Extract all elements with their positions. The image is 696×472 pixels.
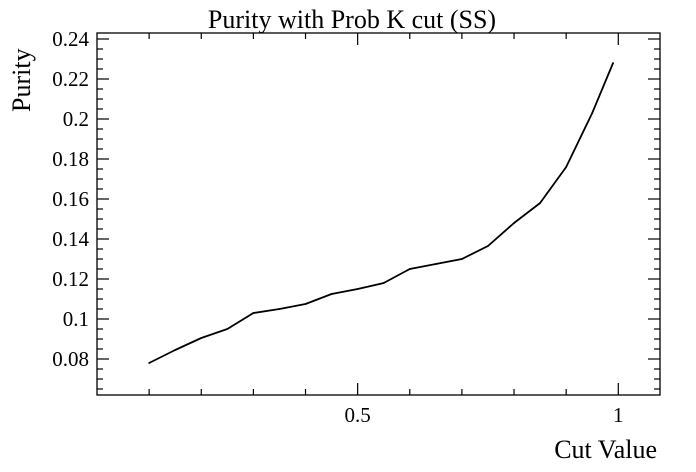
data-point [434, 263, 437, 265]
data-point [487, 245, 489, 247]
data-point [461, 258, 463, 260]
y-tick-label: 0.16 [52, 187, 89, 211]
y-tick-label: 0.1 [63, 307, 89, 331]
purity-series-line [148, 62, 614, 364]
data-point [408, 268, 411, 270]
y-tick-label: 0.24 [52, 27, 89, 51]
tick-labels: 0.08 0.1 0.12 0.14 0.16 0.18 0.2 0.22 0.24 0.5 1 [52, 27, 623, 427]
y-tick-label: 0.18 [52, 147, 89, 171]
x-tick-label: 0.5 [345, 403, 371, 427]
axis-ticks [97, 33, 660, 395]
x-axis-label: Cut Value [554, 435, 657, 464]
y-tick-label: 0.22 [52, 67, 89, 91]
data-point [565, 166, 568, 168]
data-point [226, 328, 229, 330]
data-point [304, 303, 307, 305]
y-tick-label: 0.08 [52, 347, 89, 371]
chart-title: Purity with Prob K cut (SS) [208, 5, 496, 34]
data-point [200, 337, 203, 339]
data-point [612, 62, 614, 64]
data-point [382, 282, 385, 284]
data-point [356, 288, 359, 290]
y-tick-label: 0.14 [52, 227, 89, 251]
y-axis-label: Purity [7, 48, 36, 112]
y-tick-label: 0.12 [52, 267, 89, 291]
data-point [252, 312, 255, 314]
x-tick-label: 1 [613, 403, 624, 427]
series-group [148, 62, 614, 364]
data-point [330, 293, 333, 295]
data-point [591, 112, 594, 114]
data-point [513, 222, 515, 224]
data-point [148, 362, 151, 364]
data-point [539, 202, 542, 204]
data-point [278, 308, 281, 310]
y-tick-label: 0.2 [63, 107, 89, 131]
data-point [174, 349, 177, 351]
plot-frame [96, 32, 661, 396]
